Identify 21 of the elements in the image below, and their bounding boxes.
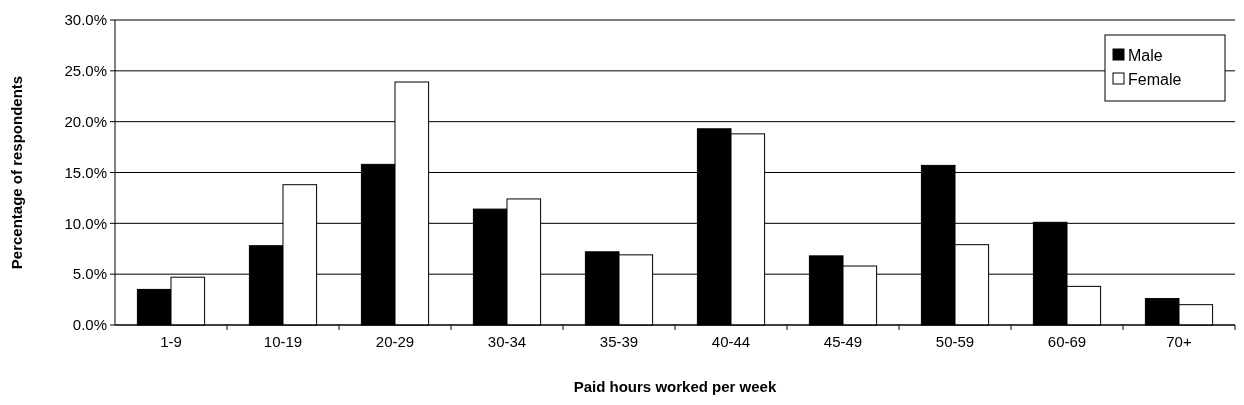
x-tick-label: 45-49 <box>823 333 863 350</box>
x-tick-label: 40-44 <box>711 333 751 350</box>
y-tick-label: 0.0% <box>72 316 107 334</box>
y-tick-label: 5.0% <box>72 265 107 283</box>
x-tick-label: 10-19 <box>263 333 303 350</box>
legend-label: Male <box>1128 46 1163 64</box>
x-tick-label: 20-29 <box>375 333 415 350</box>
x-tick-label: 35-39 <box>599 333 639 350</box>
x-tick-label: 1-9 <box>160 333 182 350</box>
x-tick-label: 30-34 <box>487 333 527 350</box>
y-tick-label: 10.0% <box>64 214 107 232</box>
y-tick-label: 30.0% <box>64 11 107 29</box>
x-tick-label: 70+ <box>1166 333 1192 350</box>
legend-label: Female <box>1128 70 1182 88</box>
y-tick-label: 20.0% <box>64 112 107 130</box>
x-tick-label: 60-69 <box>1047 333 1087 350</box>
y-tick-label: 15.0% <box>64 163 107 181</box>
y-axis-title: Percentage of respondents <box>8 75 25 270</box>
y-tick-label: 25.0% <box>64 62 107 80</box>
x-tick-label: 50-59 <box>935 333 975 350</box>
x-axis-title: Paid hours worked per week <box>573 378 777 395</box>
